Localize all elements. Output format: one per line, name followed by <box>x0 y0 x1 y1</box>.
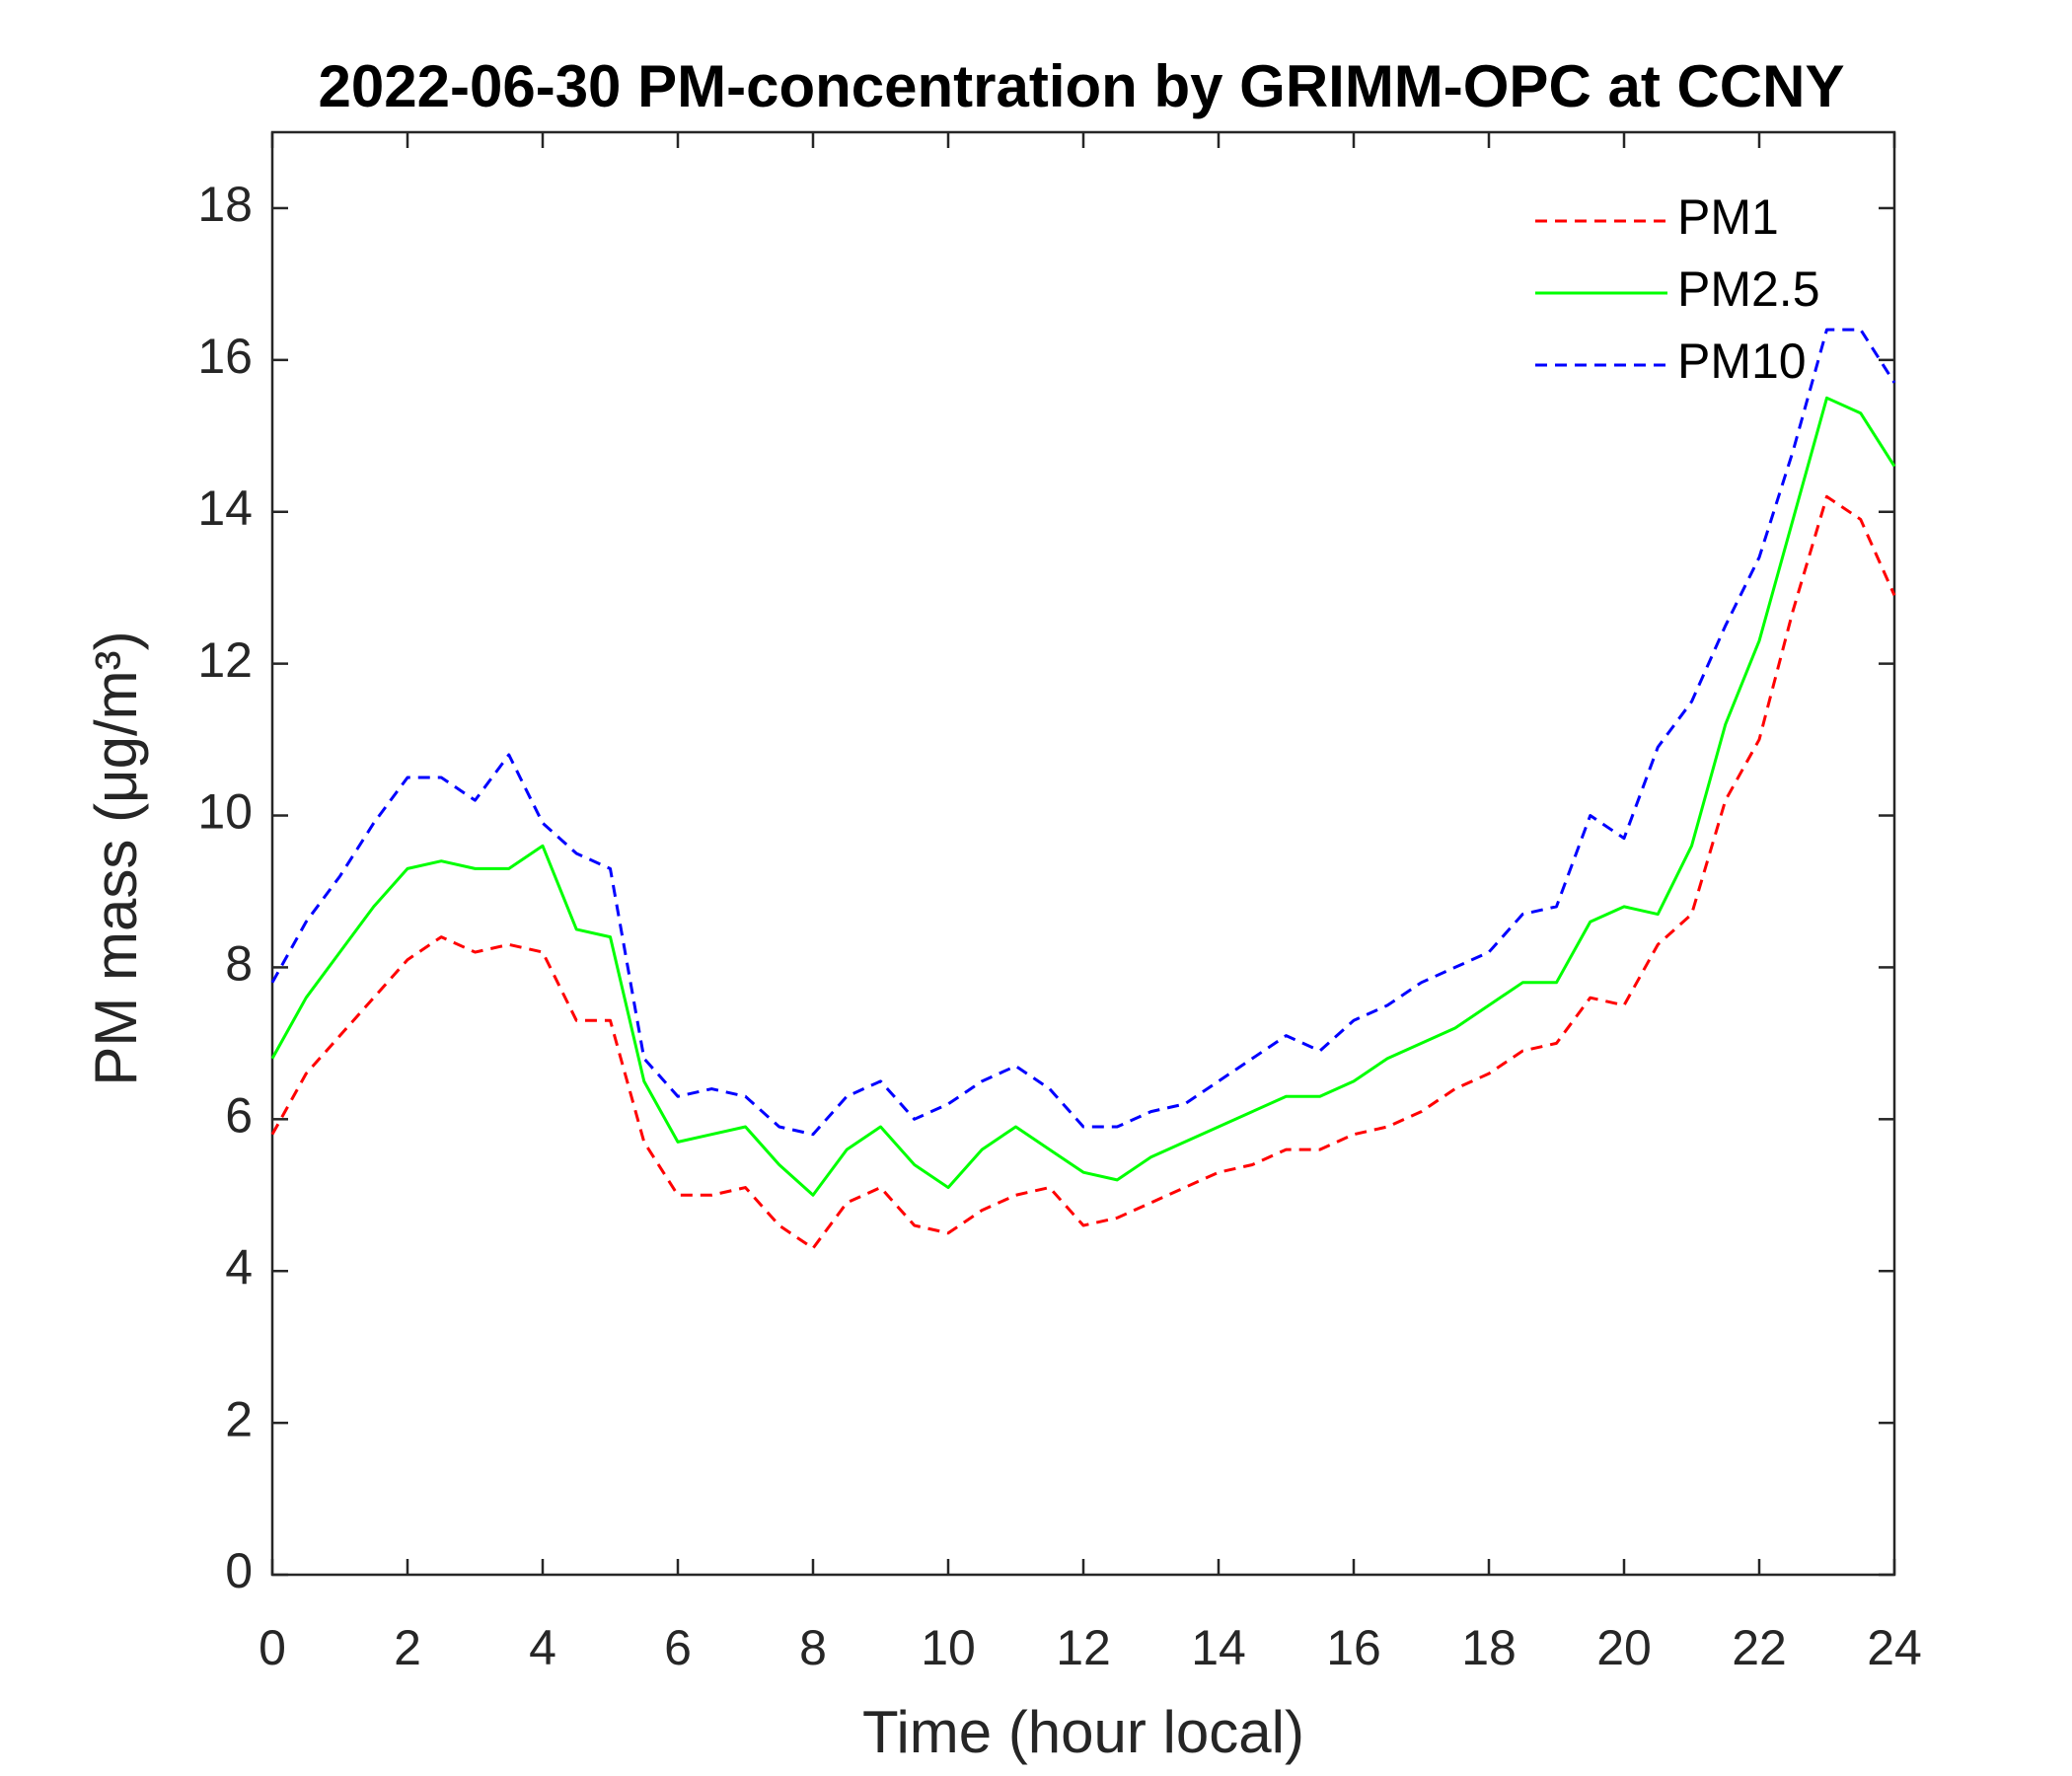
legend-label: PM10 <box>1677 333 1807 389</box>
y-tick-label: 4 <box>225 1239 253 1295</box>
x-tick-label: 8 <box>799 1620 827 1675</box>
y-tick-label: 0 <box>225 1543 253 1598</box>
x-tick-label: 18 <box>1461 1620 1517 1675</box>
data-line <box>270 396 1896 1197</box>
x-tick-label: 24 <box>1867 1620 1922 1675</box>
y-tick-label: 8 <box>225 936 253 992</box>
plot-frame <box>270 130 1896 1577</box>
data-line <box>270 494 1896 1250</box>
y-axis-label: PM mass (μg/m³) <box>83 630 149 1085</box>
x-tick-label: 16 <box>1326 1620 1381 1675</box>
x-tick-label: 20 <box>1596 1620 1652 1675</box>
legend-label: PM1 <box>1677 189 1779 245</box>
legend-label: PM2.5 <box>1677 261 1820 317</box>
x-tick-label: 14 <box>1191 1620 1246 1675</box>
x-tick-label: 12 <box>1056 1620 1111 1675</box>
x-tick-label: 0 <box>259 1620 286 1675</box>
x-tick-label: 10 <box>921 1620 976 1675</box>
y-tick-label: 10 <box>197 784 253 840</box>
x-tick-label: 4 <box>529 1620 556 1675</box>
y-tick-label: 6 <box>225 1088 253 1144</box>
y-tick-label: 18 <box>197 177 253 232</box>
y-tick-label: 16 <box>197 329 253 384</box>
x-tick-label: 2 <box>394 1620 421 1675</box>
y-tick-label: 12 <box>197 632 253 688</box>
y-tick-label: 14 <box>197 481 253 536</box>
x-tick-label: 6 <box>664 1620 692 1675</box>
y-tick-label: 2 <box>225 1391 253 1446</box>
x-tick-label: 22 <box>1732 1620 1787 1675</box>
chart-title: 2022-06-30 PM-concentration by GRIMM-OPC… <box>319 53 1845 119</box>
data-line <box>270 328 1896 1137</box>
x-axis-label: Time (hour local) <box>862 1699 1304 1765</box>
